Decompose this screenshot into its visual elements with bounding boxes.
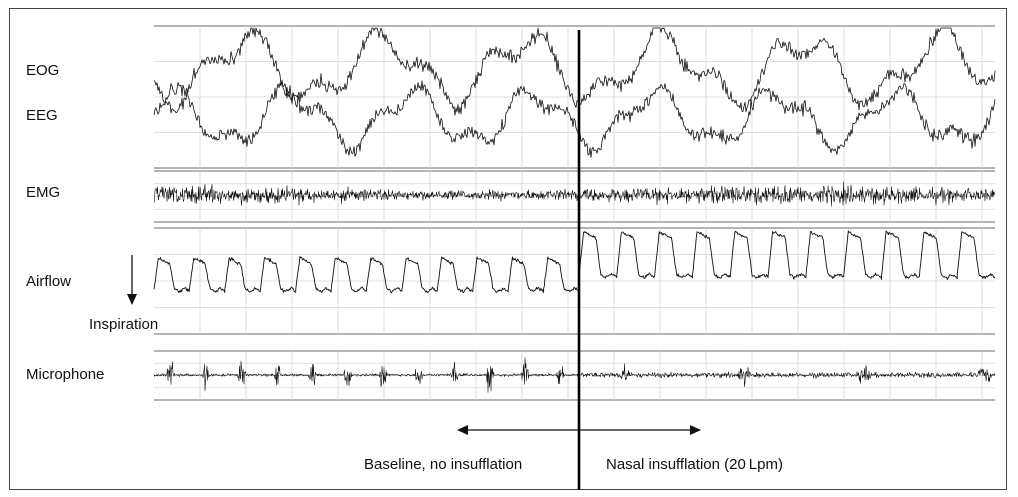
inspiration-label: Inspiration xyxy=(89,316,159,333)
period-label-baseline: Baseline, no insufflation xyxy=(364,456,523,473)
period-label-insufflation: Nasal insufflation (20 Lpm) xyxy=(606,456,783,473)
channel-label-microphone: Microphone xyxy=(26,366,105,383)
emg-trace xyxy=(153,181,996,207)
airflow-trace xyxy=(153,230,996,294)
eog-trace xyxy=(153,27,996,116)
channel-label-emg: EMG xyxy=(26,184,61,201)
period-arrow-left-head xyxy=(457,425,468,435)
period-arrow-right-head xyxy=(690,425,701,435)
channel-label-eeg: EEG xyxy=(26,107,58,124)
annotation-layer xyxy=(127,30,701,490)
grid-layer xyxy=(154,25,995,401)
inspiration-arrow-head xyxy=(127,294,137,305)
eeg-trace xyxy=(153,79,996,158)
channel-label-eog: EOG xyxy=(26,62,60,79)
trace-layer xyxy=(153,27,996,393)
microphone-trace xyxy=(153,357,996,393)
figure-frame xyxy=(9,8,1007,490)
channel-label-airflow: Airflow xyxy=(26,273,72,290)
